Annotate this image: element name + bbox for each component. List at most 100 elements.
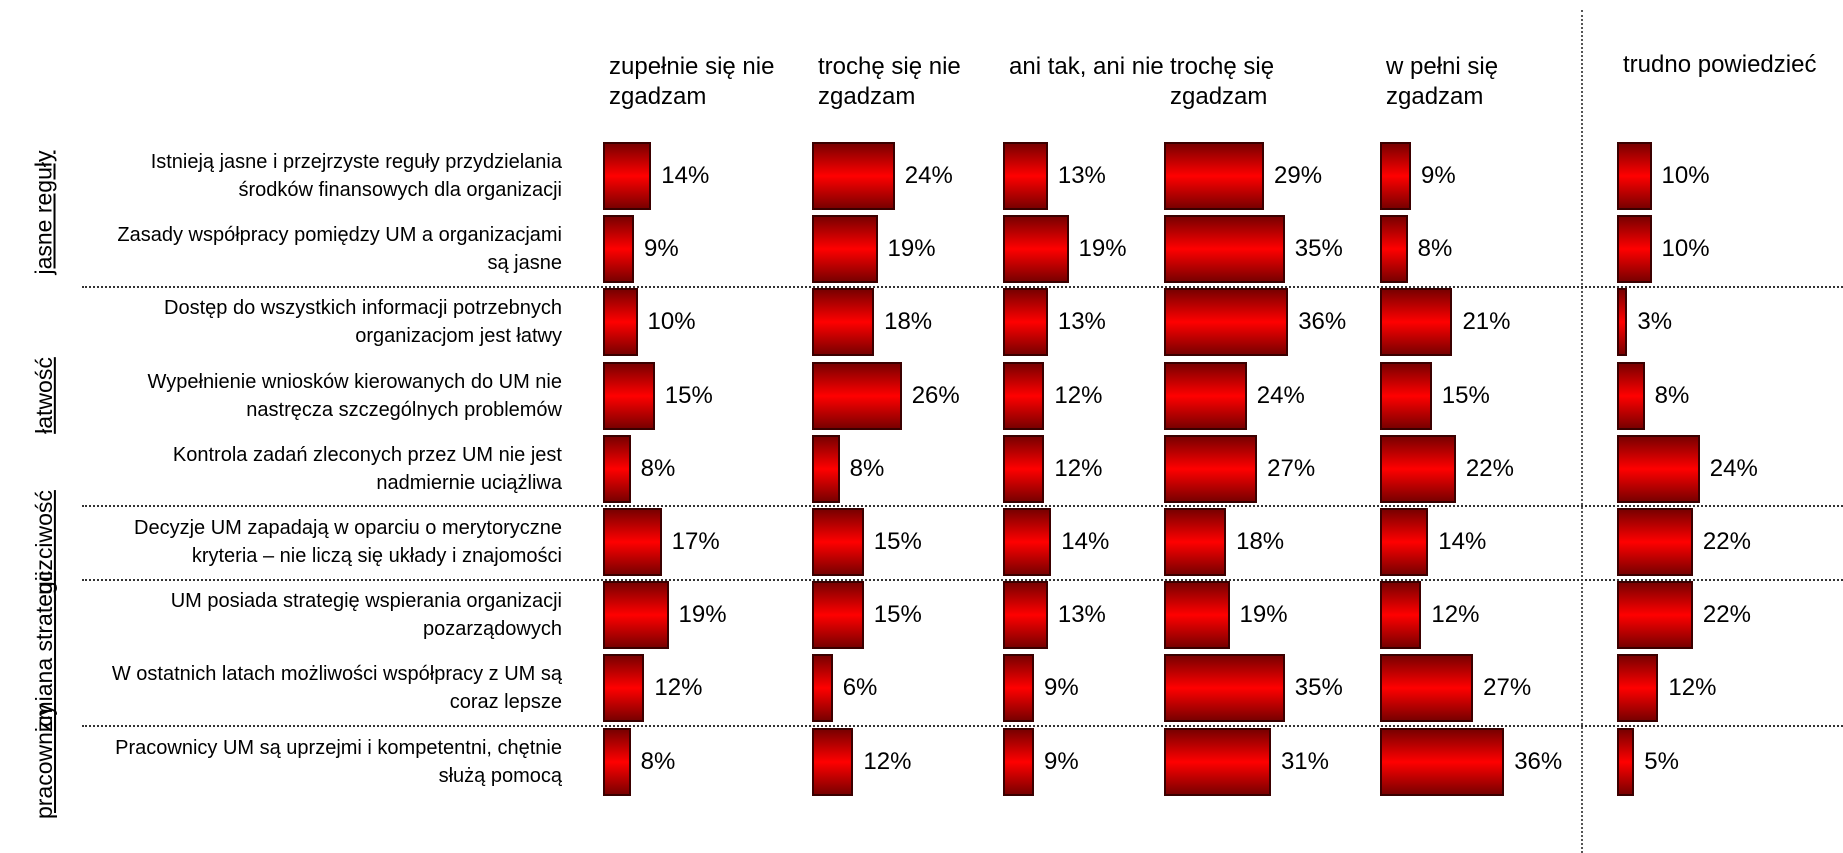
value-label: 31% xyxy=(1280,747,1329,775)
value-label: 9% xyxy=(1044,674,1079,702)
value-label: 12% xyxy=(1054,454,1103,482)
value-label: 15% xyxy=(1441,381,1490,409)
bar xyxy=(1164,727,1271,796)
bar xyxy=(812,654,833,723)
row-label: Zasady współpracy pomiędzy UM a organiza… xyxy=(117,224,562,275)
bar xyxy=(1380,142,1412,210)
value-label: 14% xyxy=(1438,528,1487,555)
bar xyxy=(812,581,864,650)
value-label: 18% xyxy=(884,308,933,336)
bar xyxy=(603,727,631,796)
bar xyxy=(1617,361,1645,430)
bar xyxy=(1617,654,1659,723)
bar xyxy=(1164,581,1230,650)
group-label: jasne reguły xyxy=(30,150,57,275)
value-label: 10% xyxy=(1661,162,1710,189)
row-label: UM posiada strategię wspierania organiza… xyxy=(170,590,562,641)
bar xyxy=(812,361,902,430)
bar xyxy=(1003,288,1048,357)
bar xyxy=(812,727,854,796)
value-label: 26% xyxy=(911,381,960,409)
value-label: 35% xyxy=(1294,235,1343,263)
group-label: pracownicy xyxy=(30,704,57,820)
separator xyxy=(82,578,1843,581)
bar xyxy=(1003,215,1069,284)
bar xyxy=(1164,434,1258,503)
row-label: Decyzje UM zapadają w oparciu o merytory… xyxy=(134,517,562,567)
bar xyxy=(603,434,631,503)
bar xyxy=(812,215,878,284)
value-label: 6% xyxy=(842,674,878,702)
separator xyxy=(82,505,1843,508)
value-label: 27% xyxy=(1267,454,1316,482)
value-label: 22% xyxy=(1702,601,1751,629)
bar xyxy=(1003,361,1045,430)
bar xyxy=(812,434,840,503)
bar xyxy=(1380,508,1429,576)
bar xyxy=(603,508,662,576)
group-label: łatwość xyxy=(30,357,57,434)
bar xyxy=(1380,288,1453,357)
bar xyxy=(1003,581,1048,650)
value-label: 22% xyxy=(1702,528,1751,555)
bar xyxy=(812,288,875,357)
bar xyxy=(1617,581,1693,650)
bar xyxy=(1617,288,1628,357)
bar xyxy=(1164,288,1289,357)
bar xyxy=(1617,142,1652,210)
row-label: Dostęp do wszystkich informacji potrzebn… xyxy=(164,297,562,348)
value-label: 8% xyxy=(640,454,676,482)
row-label: Istnieją jasne i przejrzyste reguły przy… xyxy=(150,151,562,201)
value-label: 36% xyxy=(1514,747,1563,775)
value-label: 12% xyxy=(1431,601,1480,629)
value-label: 12% xyxy=(654,674,703,702)
bar xyxy=(603,361,655,430)
separator xyxy=(82,285,1843,288)
value-label: 9% xyxy=(1044,747,1079,775)
column-header: trudno powiedzieć xyxy=(1623,51,1817,78)
row-label: Pracownicy UM są uprzejmi i kompetentni,… xyxy=(115,736,562,787)
value-label: 12% xyxy=(863,747,912,775)
column-header: trochę się nie zgadzam xyxy=(818,53,961,110)
bar xyxy=(1164,508,1227,576)
column-header: w pełni się zgadzam xyxy=(1386,53,1499,110)
bar xyxy=(1380,581,1422,650)
bar xyxy=(603,142,652,210)
bar xyxy=(603,654,645,723)
value-label: 19% xyxy=(1239,601,1288,629)
bar xyxy=(1380,654,1474,723)
bar xyxy=(1380,361,1432,430)
bar xyxy=(1003,654,1035,723)
value-label: 17% xyxy=(671,528,720,555)
value-label: 35% xyxy=(1294,674,1343,702)
row-label: Kontrola zadań zleconych przez UM nie je… xyxy=(172,443,562,494)
bar xyxy=(1617,434,1700,503)
bar xyxy=(1380,727,1505,796)
row-label: Wypełnienie wniosków kierowanych do UM n… xyxy=(147,370,562,421)
value-label: 12% xyxy=(1668,674,1717,702)
value-label: 13% xyxy=(1057,601,1106,629)
column-header: ani tak, ani nie xyxy=(1009,53,1164,80)
bar xyxy=(603,581,669,650)
column-header: zupełnie się nie zgadzam xyxy=(609,53,775,110)
bar xyxy=(603,288,638,357)
value-label: 12% xyxy=(1054,381,1103,409)
value-label: 3% xyxy=(1637,308,1673,336)
divider xyxy=(1581,10,1583,853)
value-label: 22% xyxy=(1465,454,1514,482)
bar xyxy=(1617,508,1693,576)
bar xyxy=(1164,215,1285,284)
value-label: 36% xyxy=(1298,308,1347,336)
bar xyxy=(1617,727,1635,796)
value-label: 8% xyxy=(849,454,885,482)
column-header: trochę się zgadzam xyxy=(1170,53,1275,110)
bar xyxy=(1164,142,1265,210)
value-label: 10% xyxy=(1661,235,1710,263)
bar xyxy=(812,142,895,210)
value-label: 24% xyxy=(1709,454,1758,482)
bar xyxy=(1003,142,1048,210)
value-label: 15% xyxy=(873,528,922,555)
value-label: 9% xyxy=(644,235,679,263)
value-label: 10% xyxy=(647,308,696,336)
